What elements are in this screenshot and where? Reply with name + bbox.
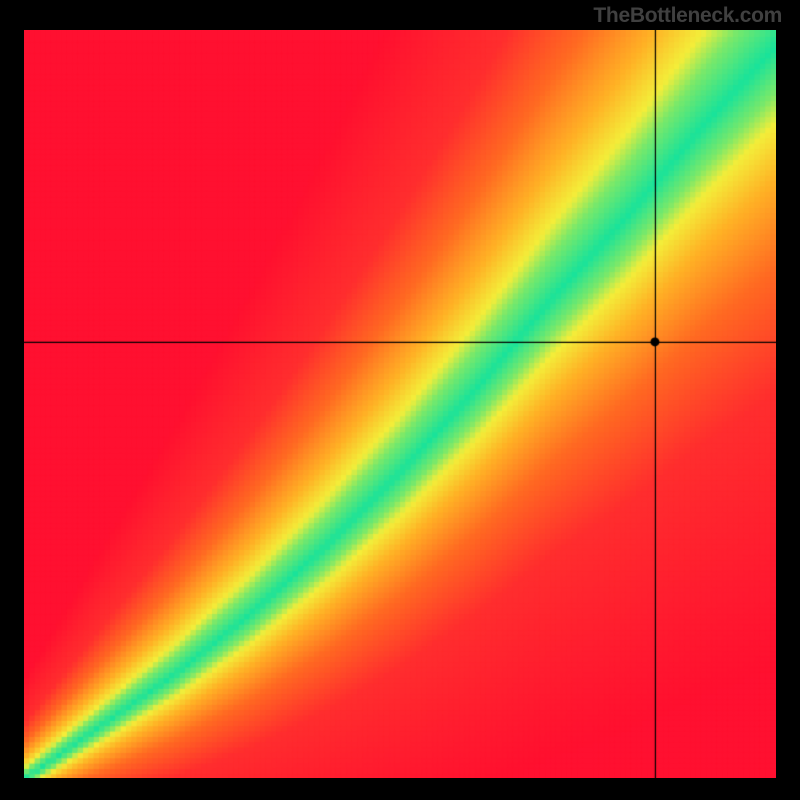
- watermark-text: TheBottleneck.com: [593, 4, 782, 28]
- chart-container: TheBottleneck.com: [0, 0, 800, 800]
- heatmap-plot: [24, 30, 776, 778]
- heatmap-canvas: [24, 30, 776, 778]
